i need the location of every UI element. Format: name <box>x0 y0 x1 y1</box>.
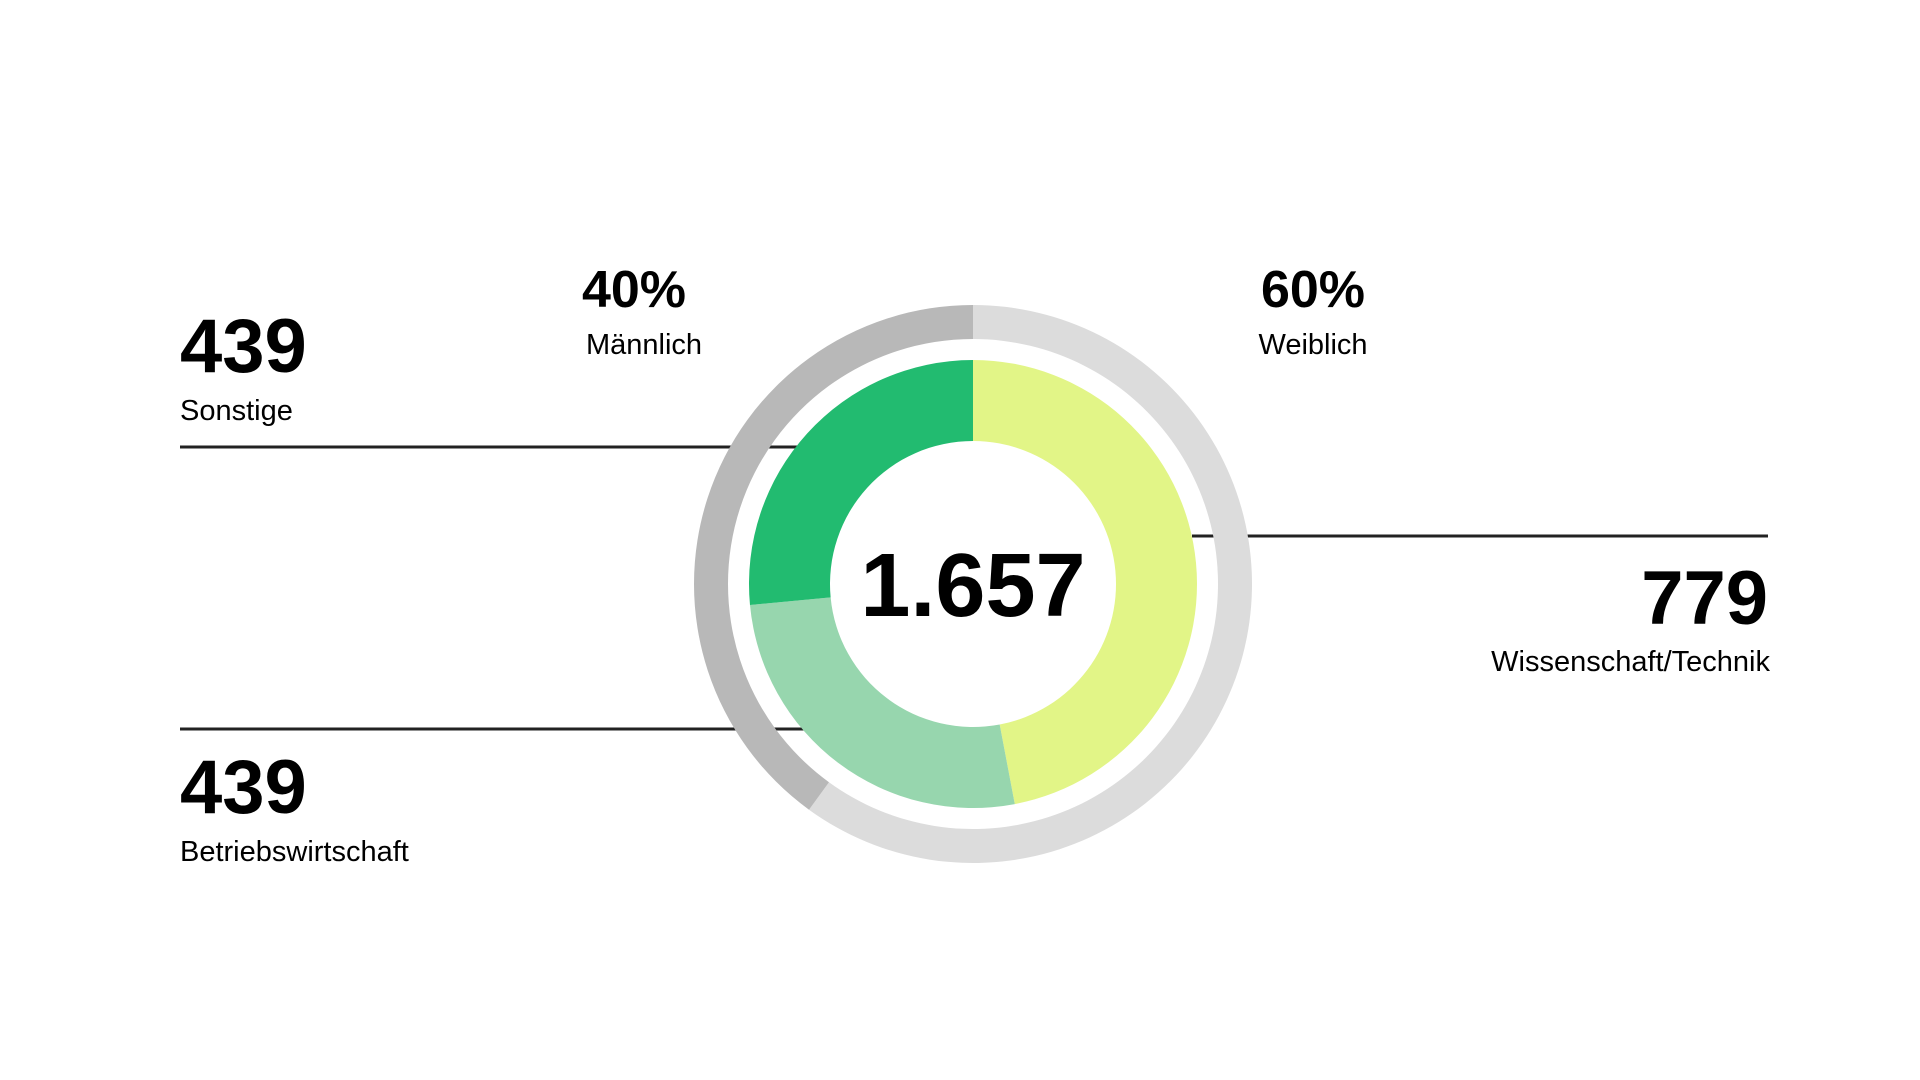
category-label: Männlich <box>586 329 702 361</box>
category-label: Weiblich <box>1258 329 1367 361</box>
donut-segment <box>749 597 1015 808</box>
value-label: 439 <box>180 304 307 389</box>
value-label: 439 <box>180 745 307 830</box>
percent-label: 40% <box>582 261 686 319</box>
percent-label: 60% <box>1261 261 1365 319</box>
category-label: Wissenschaft/Technik <box>1491 646 1770 678</box>
total-label: 1.657 <box>860 536 1085 636</box>
category-label: Sonstige <box>180 395 293 427</box>
value-label: 779 <box>1641 556 1768 641</box>
donut <box>693 305 1252 863</box>
donut-segment <box>693 305 973 810</box>
category-label: Betriebswirtschaft <box>180 836 409 868</box>
donut-segment <box>749 360 973 605</box>
donut-segment <box>973 360 1198 805</box>
donut-segment <box>809 305 1252 863</box>
